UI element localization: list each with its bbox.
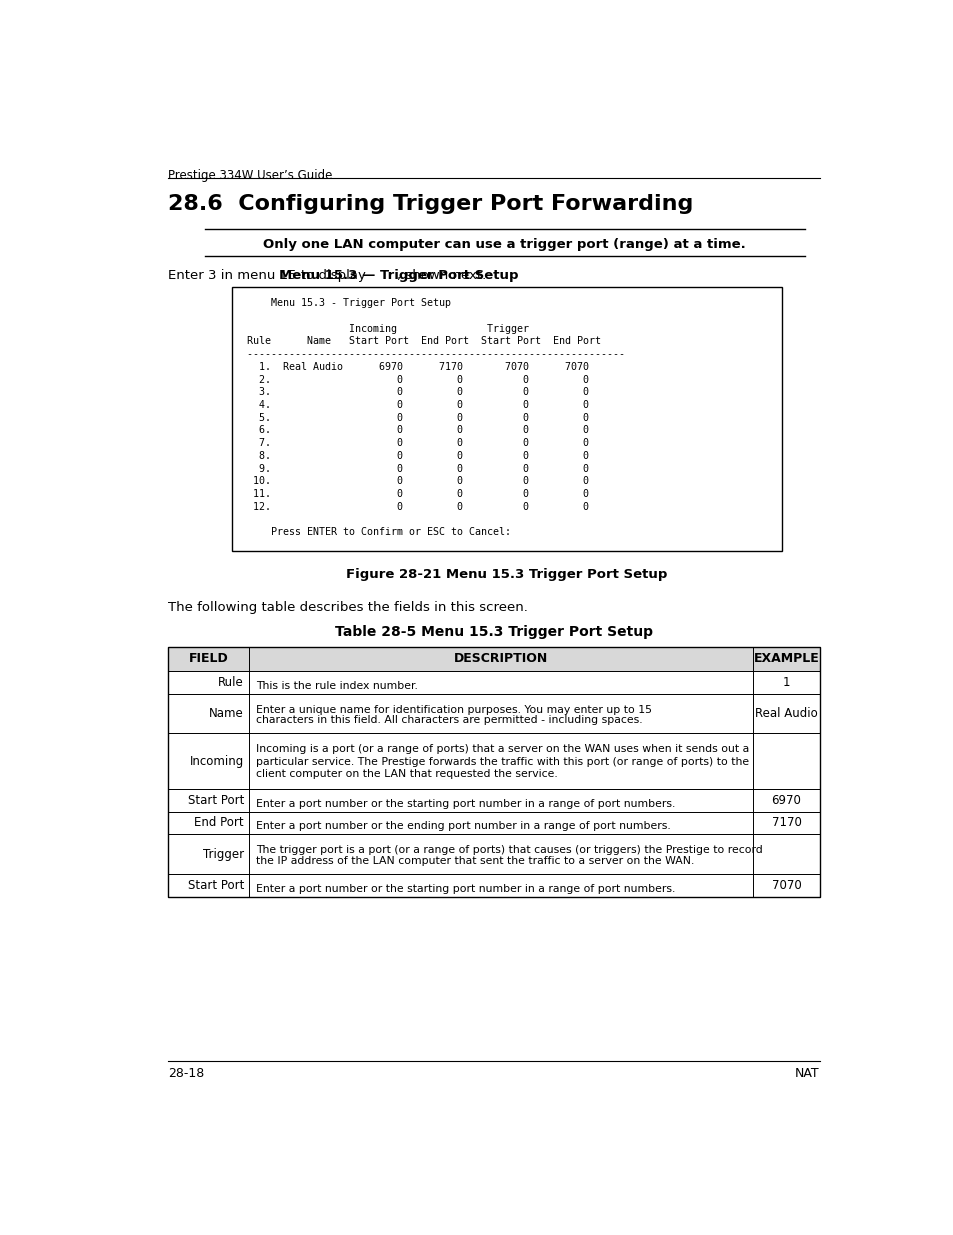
Text: 11.                     0         0          0         0: 11. 0 0 0 0	[241, 489, 588, 499]
Text: Figure 28-21 Menu 15.3 Trigger Port Setup: Figure 28-21 Menu 15.3 Trigger Port Setu…	[346, 568, 667, 582]
Text: Table 28-5 Menu 15.3 Trigger Port Setup: Table 28-5 Menu 15.3 Trigger Port Setup	[335, 625, 652, 640]
Text: 2.                     0         0          0         0: 2. 0 0 0 0	[241, 374, 588, 384]
Bar	[168, 789, 819, 811]
Text: Enter 3 in menu 15 to display: Enter 3 in menu 15 to display	[168, 269, 370, 282]
Text: Trigger: Trigger	[203, 847, 244, 861]
Text: client computer on the LAN that requested the service.: client computer on the LAN that requeste…	[255, 769, 557, 779]
Text: 6.                     0         0          0         0: 6. 0 0 0 0	[241, 425, 588, 436]
Text: characters in this field. All characters are permitted - including spaces.: characters in this field. All characters…	[255, 715, 641, 725]
Bar	[168, 835, 819, 874]
Text: 28-18: 28-18	[168, 1067, 204, 1079]
Text: 10.                     0         0          0         0: 10. 0 0 0 0	[241, 477, 588, 487]
Text: Only one LAN computer can use a trigger port (range) at a time.: Only one LAN computer can use a trigger …	[263, 238, 745, 251]
Text: Enter a port number or the starting port number in a range of port numbers.: Enter a port number or the starting port…	[255, 799, 675, 809]
Text: Name: Name	[209, 708, 244, 720]
Text: Prestige 334W User’s Guide: Prestige 334W User’s Guide	[168, 169, 332, 182]
Text: This is the rule index number.: This is the rule index number.	[255, 680, 417, 690]
Text: ---------------------------------------------------------------: ----------------------------------------…	[241, 350, 624, 359]
Text: Start Port: Start Port	[188, 879, 244, 892]
Text: End Port: End Port	[194, 816, 244, 830]
Bar	[168, 874, 819, 897]
Text: Menu 15.3 - Trigger Port Setup: Menu 15.3 - Trigger Port Setup	[241, 299, 451, 309]
Bar	[168, 647, 819, 671]
Text: 6970: 6970	[771, 794, 801, 806]
Text: The trigger port is a port (or a range of ports) that causes (or triggers) the P: The trigger port is a port (or a range o…	[255, 845, 761, 855]
Text: DESCRIPTION: DESCRIPTION	[454, 652, 548, 666]
Text: Enter a unique name for identification purposes. You may enter up to 15: Enter a unique name for identification p…	[255, 705, 651, 715]
Text: Incoming               Trigger: Incoming Trigger	[241, 324, 528, 333]
Text: Incoming: Incoming	[190, 755, 244, 768]
Text: Press ENTER to Confirm or ESC to Cancel:: Press ENTER to Confirm or ESC to Cancel:	[241, 527, 511, 537]
Text: 1: 1	[782, 676, 789, 689]
Text: 9.                     0         0          0         0: 9. 0 0 0 0	[241, 463, 588, 473]
Text: NAT: NAT	[795, 1067, 819, 1079]
Bar	[168, 811, 819, 835]
Text: Enter a port number or the ending port number in a range of port numbers.: Enter a port number or the ending port n…	[255, 821, 670, 831]
Text: Menu 15.3 — Trigger Port Setup: Menu 15.3 — Trigger Port Setup	[278, 269, 517, 282]
Text: the IP address of the LAN computer that sent the traffic to a server on the WAN.: the IP address of the LAN computer that …	[255, 856, 693, 866]
Text: 4.                     0         0          0         0: 4. 0 0 0 0	[241, 400, 588, 410]
Text: Rule      Name   Start Port  End Port  Start Port  End Port: Rule Name Start Port End Port Start Port…	[241, 336, 600, 347]
Text: particular service. The Prestige forwards the traffic with this port (or range o: particular service. The Prestige forward…	[255, 757, 748, 767]
Text: Enter a port number or the starting port number in a range of port numbers.: Enter a port number or the starting port…	[255, 884, 675, 894]
Text: 7.                     0         0          0         0: 7. 0 0 0 0	[241, 438, 588, 448]
Bar	[168, 647, 819, 897]
Text: 28.6  Configuring Trigger Port Forwarding: 28.6 Configuring Trigger Port Forwarding	[168, 194, 693, 215]
Text: 7170: 7170	[771, 816, 801, 830]
Text: 5.                     0         0          0         0: 5. 0 0 0 0	[241, 412, 588, 422]
Text: 8.                     0         0          0         0: 8. 0 0 0 0	[241, 451, 588, 461]
Bar	[168, 694, 819, 734]
Text: Real Audio: Real Audio	[755, 708, 817, 720]
Text: 3.                     0         0          0         0: 3. 0 0 0 0	[241, 388, 588, 398]
Bar	[232, 287, 781, 551]
Text: Rule: Rule	[218, 676, 244, 689]
Text: Start Port: Start Port	[188, 794, 244, 806]
Bar	[168, 671, 819, 694]
Text: 7070: 7070	[771, 879, 801, 892]
Text: 1.  Real Audio      6970      7170       7070      7070: 1. Real Audio 6970 7170 7070 7070	[241, 362, 588, 372]
Text: The following table describes the fields in this screen.: The following table describes the fields…	[168, 600, 527, 614]
Text: FIELD: FIELD	[189, 652, 229, 666]
Text: , shown next.: , shown next.	[396, 269, 486, 282]
Text: Incoming is a port (or a range of ports) that a server on the WAN uses when it s: Incoming is a port (or a range of ports)…	[255, 745, 748, 755]
Text: EXAMPLE: EXAMPLE	[753, 652, 819, 666]
Text: 12.                     0         0          0         0: 12. 0 0 0 0	[241, 501, 588, 511]
Bar	[168, 734, 819, 789]
